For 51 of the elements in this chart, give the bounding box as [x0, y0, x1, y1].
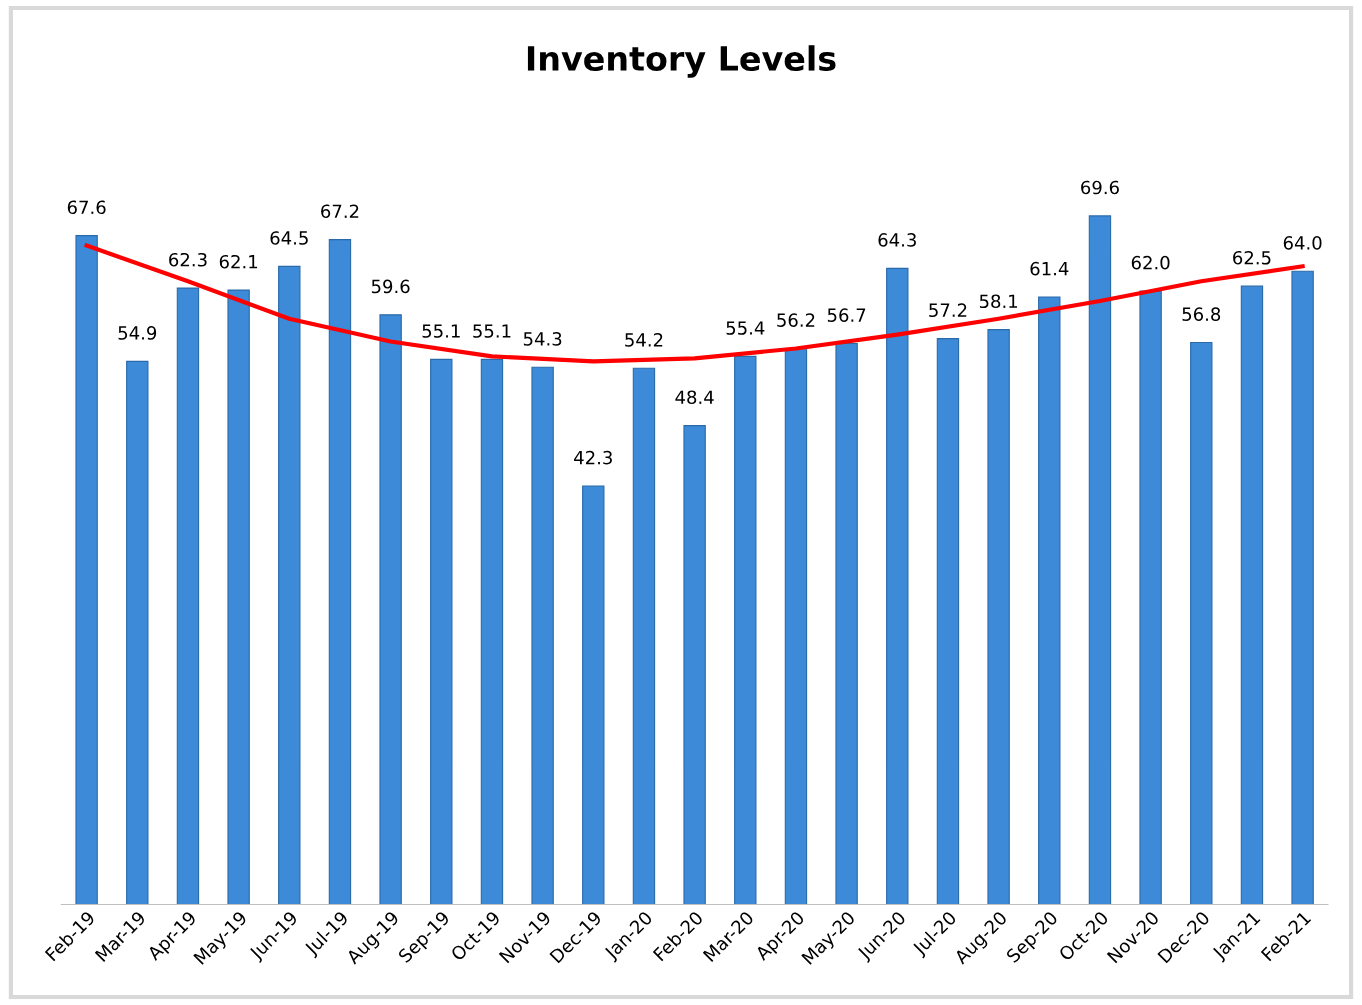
data-label: 54.9	[118, 326, 157, 340]
data-label: 55.1	[473, 324, 511, 338]
data-label: 55.1	[422, 324, 460, 338]
bar	[936, 338, 960, 905]
bar	[1190, 341, 1213, 905]
data-label: 59.6	[371, 279, 410, 294]
data-label: 54.3	[523, 332, 562, 346]
data-label: 67.6	[67, 200, 106, 215]
data-label: 64.0	[1283, 236, 1322, 250]
bar	[1139, 290, 1162, 905]
bar	[75, 235, 98, 905]
data-label: 64.3	[878, 233, 916, 247]
data-label: 61.4	[1030, 261, 1069, 276]
data-label: 69.6	[1081, 180, 1119, 195]
data-label: 62.5	[1233, 250, 1271, 265]
bar	[1088, 215, 1112, 905]
bar	[784, 347, 808, 905]
chart-title: Inventory Levels	[527, 45, 836, 78]
bar	[987, 329, 1010, 905]
data-label: 54.2	[625, 333, 663, 347]
data-label: 48.4	[675, 390, 714, 405]
bar	[582, 485, 605, 905]
bar	[1038, 296, 1061, 905]
bar	[278, 265, 301, 905]
bar	[683, 425, 706, 905]
bar	[379, 314, 402, 905]
data-label: 56.2	[777, 313, 815, 327]
data-label: 58.1	[979, 294, 1018, 309]
bar	[430, 358, 453, 905]
bar	[1291, 270, 1314, 905]
bar	[126, 360, 149, 905]
data-label: 62.1	[219, 254, 258, 269]
bar	[632, 367, 656, 905]
bar	[734, 355, 757, 905]
data-label: 64.5	[270, 231, 308, 245]
data-label: 55.4	[726, 321, 765, 335]
data-label: 62.0	[1131, 255, 1170, 270]
bar	[227, 289, 250, 905]
data-label: 56.7	[827, 308, 866, 322]
data-label: 57.2	[929, 303, 967, 318]
bar	[176, 287, 200, 905]
data-label: 56.8	[1182, 307, 1221, 321]
data-label: 62.3	[169, 252, 207, 267]
data-label: 42.3	[574, 450, 612, 465]
bar	[531, 366, 554, 905]
bar	[480, 358, 504, 905]
bar	[1240, 285, 1264, 905]
bar	[328, 239, 352, 905]
bar	[886, 267, 909, 905]
bar	[835, 342, 858, 905]
data-label: 67.2	[321, 204, 359, 219]
